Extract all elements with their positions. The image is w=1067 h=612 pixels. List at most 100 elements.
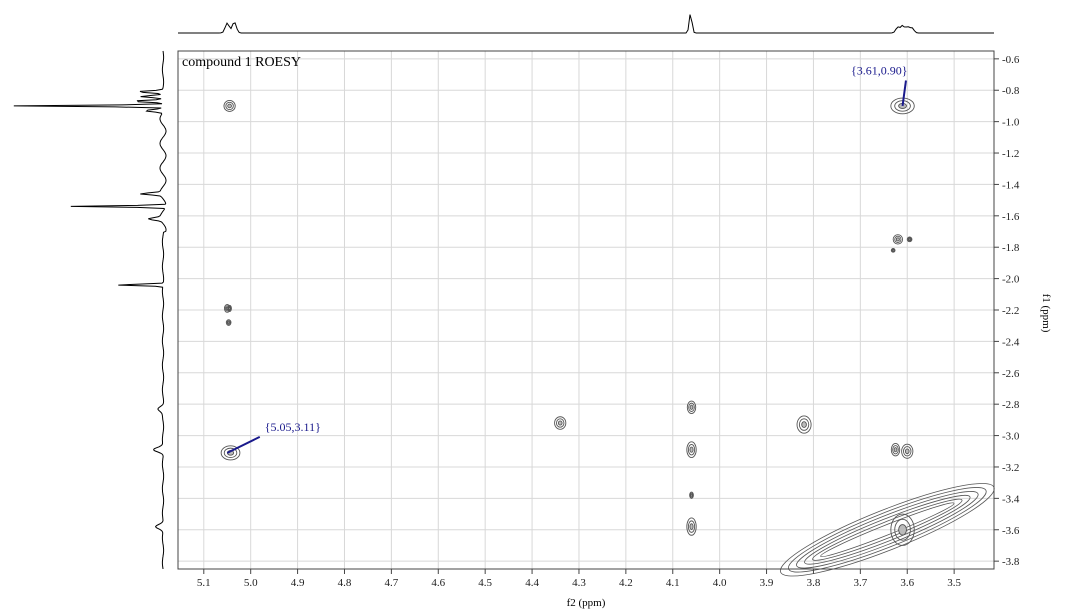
contour-ring bbox=[227, 103, 232, 109]
cross-peak bbox=[906, 236, 913, 243]
y-tick-label: -1.8 bbox=[1002, 242, 1020, 254]
chart-title: compound 1 ROESY bbox=[182, 55, 301, 70]
y-tick-label: -2.2 bbox=[1002, 305, 1019, 317]
contour-ring bbox=[687, 520, 696, 533]
diagonal-contour bbox=[820, 502, 955, 558]
x-tick-label: 3.8 bbox=[807, 577, 821, 589]
x-tick-label: 5.0 bbox=[244, 577, 258, 589]
contour-ring bbox=[690, 493, 693, 497]
x-tick-label: 4.5 bbox=[478, 577, 492, 589]
contour-ring bbox=[687, 444, 696, 456]
contour-ring bbox=[220, 445, 241, 461]
x-tick-label: 4.1 bbox=[666, 577, 680, 589]
contour-ring bbox=[225, 319, 232, 326]
contour-ring bbox=[798, 418, 810, 431]
y-tick-label: -1.6 bbox=[1002, 211, 1020, 223]
contour-ring bbox=[796, 415, 812, 434]
contour-ring bbox=[890, 97, 915, 115]
contour-ring bbox=[689, 446, 694, 453]
x-tick-label: 4.0 bbox=[713, 577, 727, 589]
y-tick-label: -2.0 bbox=[1002, 274, 1020, 286]
cross-peak bbox=[796, 415, 812, 434]
cross-peak bbox=[890, 248, 896, 253]
contour-ring bbox=[223, 447, 238, 459]
peak-annotation: {5.05,3.11} bbox=[226, 420, 321, 454]
contour-ring bbox=[903, 446, 912, 457]
y-tick-label: -3.2 bbox=[1002, 462, 1019, 474]
cross-peak bbox=[686, 517, 697, 536]
x-axis-label: f2 (ppm) bbox=[567, 597, 606, 609]
annotation-leader bbox=[226, 435, 261, 454]
y-tick-label: -3.6 bbox=[1002, 525, 1020, 537]
cross-peak bbox=[227, 304, 232, 313]
y-tick-label: -0.8 bbox=[1002, 85, 1020, 97]
contour-ring bbox=[907, 237, 912, 242]
contour-ring bbox=[686, 441, 697, 459]
x-tick-label: 3.7 bbox=[853, 577, 867, 589]
x-tick-label: 4.2 bbox=[619, 577, 633, 589]
x-axis: 5.1 5.0 4.9 4.8 4.7 4.6 4.5 4.4 4.3 4.2 4.1 4.0 3.9 3… bbox=[197, 569, 962, 589]
contour-ring bbox=[228, 306, 231, 310]
contour-ring bbox=[906, 236, 913, 243]
cross-peak bbox=[686, 441, 697, 459]
y-tick-label: -1.2 bbox=[1002, 148, 1019, 160]
f2-projection-trace bbox=[178, 14, 994, 34]
contour-ring bbox=[892, 445, 899, 455]
contour-ring bbox=[908, 238, 911, 241]
x-tick-label: 3.6 bbox=[900, 577, 914, 589]
y-tick-label: -2.6 bbox=[1002, 368, 1020, 380]
x-tick-label: 3.9 bbox=[760, 577, 774, 589]
y-axis-label: f1 (ppm) bbox=[1040, 294, 1052, 333]
y-tick-label: -3.4 bbox=[1002, 493, 1020, 505]
contour-ring bbox=[891, 248, 895, 253]
contour-ring bbox=[227, 305, 232, 311]
y-axis: -0.6 -0.8 -1.0 -1.2 -1.4 -1.6 -1.8 -2.0 -2.2 -2.4… bbox=[994, 54, 1020, 568]
contour-ring bbox=[227, 321, 230, 324]
cross-peak bbox=[890, 513, 915, 546]
contour-ring bbox=[894, 235, 902, 243]
contour-ring bbox=[892, 234, 904, 245]
contour-ring bbox=[904, 448, 910, 455]
grid-lines bbox=[178, 51, 994, 569]
x-tick-label: 5.1 bbox=[197, 577, 211, 589]
contour-ring bbox=[898, 524, 907, 536]
x-tick-label: 4.8 bbox=[338, 577, 352, 589]
contour-ring bbox=[801, 421, 807, 428]
contour-ring bbox=[890, 513, 915, 546]
contour-ring bbox=[688, 402, 695, 412]
cross-peak bbox=[554, 416, 567, 430]
contour-ring bbox=[689, 404, 694, 410]
y-tick-label: -2.4 bbox=[1002, 336, 1020, 348]
contour-ring bbox=[689, 492, 694, 498]
cross-peak bbox=[901, 443, 914, 459]
contour-ring bbox=[225, 101, 234, 111]
contour-ring bbox=[890, 248, 896, 253]
diagonal-contour bbox=[804, 494, 971, 565]
contour-ring bbox=[227, 304, 232, 313]
x-tick-label: 4.6 bbox=[431, 577, 445, 589]
contour-ring bbox=[554, 416, 567, 430]
x-tick-label: 4.9 bbox=[291, 577, 305, 589]
cross-peak bbox=[225, 319, 232, 326]
y-tick-label: -1.0 bbox=[1002, 117, 1020, 129]
x-tick-label: 4.3 bbox=[572, 577, 586, 589]
contour-ring bbox=[223, 99, 236, 112]
y-tick-label: -2.8 bbox=[1002, 399, 1020, 411]
contour-ring bbox=[893, 447, 898, 453]
contour-ring bbox=[894, 518, 911, 541]
annotations: {3.61,0.90} {5.05,3.11} bbox=[226, 64, 908, 454]
annotation-leader bbox=[901, 80, 907, 107]
cross-peak bbox=[686, 400, 697, 415]
diagonal-contour bbox=[796, 491, 979, 569]
annotation-label: {3.61,0.90} bbox=[851, 64, 908, 78]
annotation-label: {5.05,3.11} bbox=[265, 420, 321, 434]
cross-peak bbox=[223, 99, 236, 112]
cross-peak bbox=[689, 491, 694, 499]
f2-projection-line bbox=[178, 14, 994, 34]
contour-ring bbox=[689, 491, 694, 499]
contour-ring bbox=[890, 442, 901, 457]
cross-peak bbox=[890, 442, 901, 457]
contour-ring bbox=[686, 517, 697, 536]
contour-ring bbox=[686, 400, 697, 415]
